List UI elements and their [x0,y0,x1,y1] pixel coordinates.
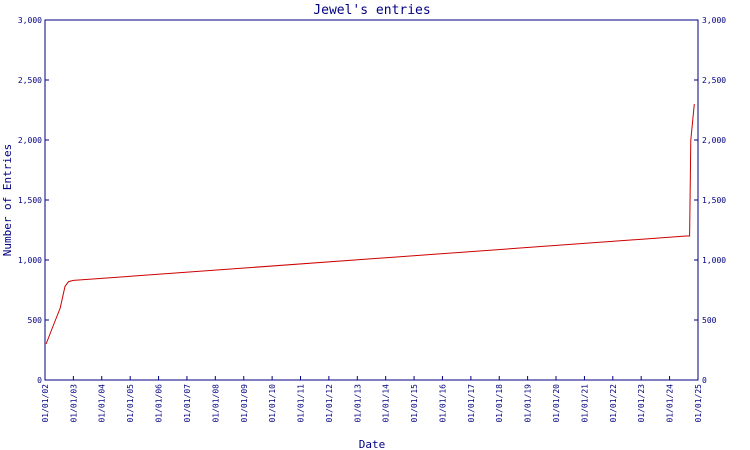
x-tick-label: 01/01/03 [69,384,78,423]
y-tick-label-right: 2,000 [702,136,726,145]
y-ticks: 0 0 500 500 1,000 1,000 1,500 1,500 2,000 2,000 2,… [18,16,726,385]
x-tick-label: 01/01/15 [410,384,419,423]
y-tick-label-left: 3,000 [18,16,42,25]
x-tick-label: 01/01/02 [41,384,50,423]
x-axis-label: Date [359,438,386,450]
x-tick-label: 01/01/08 [211,384,220,423]
x-tick-label: 01/01/17 [467,384,476,423]
y-tick-label-left: 0 [37,376,42,385]
x-tick-label: 01/01/22 [609,384,618,423]
x-tick-label: 01/01/10 [268,384,277,423]
x-tick-label: 01/01/12 [325,384,334,423]
x-ticks: 01/01/02 01/01/03 01/01/04 01/01/05 01/01/06… [41,376,703,423]
x-tick-label: 01/01/19 [524,384,533,423]
x-tick-label: 01/01/14 [382,384,391,423]
x-tick-label: 01/01/23 [637,384,646,423]
x-tick-label: 01/01/11 [296,384,305,423]
y-tick-label-left: 500 [28,316,43,325]
x-tick-label: 01/01/16 [438,384,447,423]
y-tick-label-right: 500 [702,316,717,325]
x-tick-label: 01/01/09 [240,384,249,423]
x-tick-label: 01/01/06 [155,384,164,423]
y-tick-label-left: 2,000 [18,136,42,145]
x-tick-label: 01/01/07 [183,384,192,423]
y-tick-label-left: 1,000 [18,256,42,265]
plot-frame [44,19,699,381]
x-tick-label: 01/01/13 [353,384,362,423]
x-tick-label: 01/01/25 [694,384,703,423]
y-tick-label-right: 0 [702,376,707,385]
x-tick-label: 01/01/18 [495,384,504,423]
x-tick-label: 01/01/04 [98,384,107,423]
y-tick-label-left: 1,500 [18,196,42,205]
y-tick-label-right: 3,000 [702,16,726,25]
y-axis-label: Number of Entries [1,144,14,257]
y-tick-label-left: 2,500 [18,76,42,85]
series-group [45,103,695,345]
series-line [45,103,695,345]
x-tick-label: 01/01/24 [666,384,675,423]
y-tick-label-right: 2,500 [702,76,726,85]
y-tick-label-right: 1,500 [702,196,726,205]
chart-title: Jewel's entries [313,3,430,18]
x-tick-label: 01/01/05 [126,384,135,423]
y-tick-label-right: 1,000 [702,256,726,265]
x-tick-label: 01/01/20 [552,384,561,423]
x-tick-label: 01/01/21 [580,384,589,423]
